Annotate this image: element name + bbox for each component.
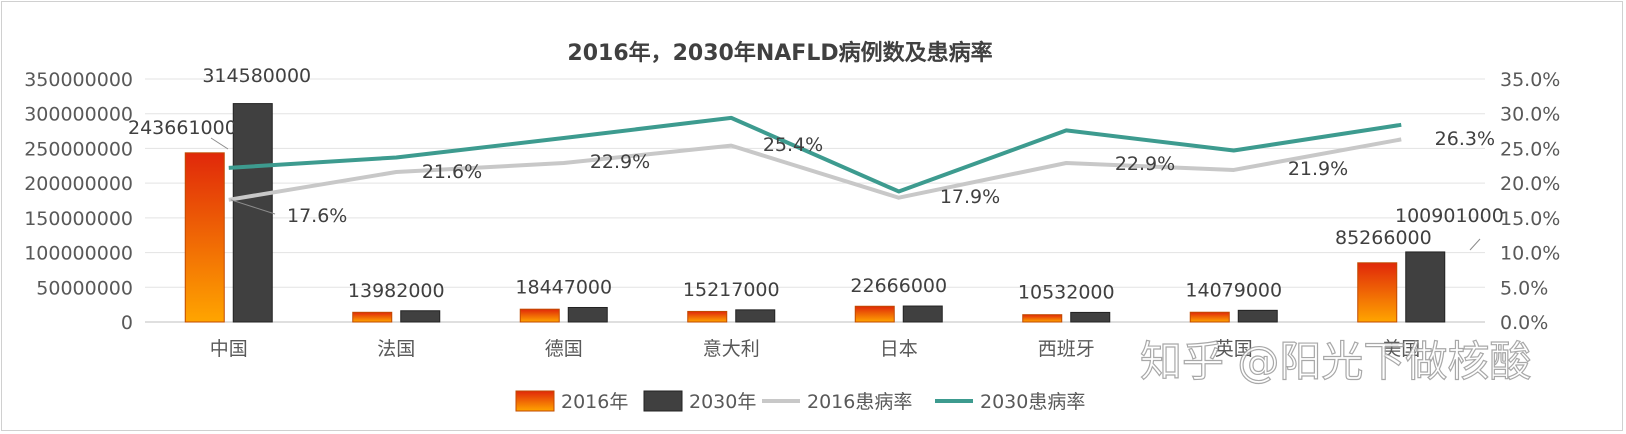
bar-2016	[352, 311, 393, 323]
leader-line	[210, 137, 229, 150]
bar-label-2016: 85266000	[1335, 227, 1432, 249]
line-label-2016-rate: 26.3%	[1435, 128, 1495, 150]
bar-label-2016: 13982000	[348, 280, 445, 302]
bar-2030	[1070, 311, 1111, 323]
right-tick-label: 5.0%	[1500, 277, 1548, 299]
data-labels: 243661000 314580000 13982000 18447000 152170…	[128, 65, 1504, 303]
bar-2030	[1405, 251, 1446, 323]
left-tick-label: 0	[121, 312, 133, 334]
line-label-2016-rate: 21.6%	[422, 161, 482, 183]
left-tick-label: 50000000	[36, 277, 133, 299]
bar-label-2030: 100901000	[1395, 205, 1504, 227]
legend-label: 2016年	[561, 391, 628, 413]
category-label: 德国	[545, 338, 583, 360]
bar-2016	[854, 305, 895, 323]
legend-swatch	[643, 390, 683, 412]
bar-2016	[1357, 262, 1398, 323]
right-tick-label: 35.0%	[1500, 69, 1560, 91]
right-tick-label: 30.0%	[1500, 104, 1560, 126]
legend-swatch	[515, 390, 555, 412]
gridlines	[145, 78, 1485, 323]
left-tick-label: 300000000	[24, 104, 133, 126]
leader-line	[230, 199, 276, 215]
bar-2016	[184, 152, 225, 323]
category-label: 美国	[1382, 338, 1420, 360]
bar-2030	[1237, 309, 1278, 323]
line-label-2016-rate: 22.9%	[1115, 153, 1175, 175]
left-tick-label: 350000000	[24, 69, 133, 91]
line-label-2016-rate: 21.9%	[1288, 158, 1348, 180]
bar-2016	[1189, 311, 1230, 323]
category-label: 法国	[377, 338, 415, 360]
bars	[184, 103, 1446, 323]
line-label-2016-rate: 17.6%	[287, 205, 347, 227]
right-tick-label: 10.0%	[1500, 243, 1560, 265]
line-2016-rate	[228, 137, 1402, 202]
bar-2030	[232, 103, 273, 323]
legend: 2016年 2030年 2016患病率 2030患病率	[515, 390, 1085, 413]
bar-2030	[567, 306, 608, 323]
lines	[228, 115, 1402, 202]
left-axis-ticks: 0 50000000 100000000 150000000 200000000 2500…	[24, 69, 133, 334]
bar-label-2016: 18447000	[515, 276, 612, 298]
bar-2016	[519, 308, 560, 323]
legend-label: 2030患病率	[980, 391, 1085, 413]
bar-2016	[687, 310, 728, 323]
left-tick-label: 100000000	[24, 243, 133, 265]
left-tick-label: 250000000	[24, 138, 133, 160]
x-axis-categories: 中国 法国 德国 意大利 日本 西班牙 英国 美国	[210, 338, 1421, 360]
bar-2030	[400, 310, 441, 323]
watermark: 知乎 @阳光下做核酸	[1140, 337, 1531, 386]
bar-2030	[902, 305, 943, 323]
right-tick-label: 25.0%	[1500, 138, 1560, 160]
line-label-2016-rate: 17.9%	[940, 186, 1000, 208]
category-label: 中国	[210, 338, 248, 360]
legend-label: 2016患病率	[807, 391, 912, 413]
chart-title: 2016年，2030年NAFLD病例数及患病率	[567, 40, 992, 66]
category-label: 英国	[1215, 338, 1253, 360]
line-label-2016-rate: 22.9%	[590, 151, 650, 173]
bar-label-2016: 22666000	[850, 275, 947, 297]
left-tick-label: 200000000	[24, 173, 133, 195]
left-tick-label: 150000000	[24, 208, 133, 230]
category-label: 日本	[880, 338, 918, 360]
category-label: 西班牙	[1038, 338, 1095, 360]
legend-label: 2030年	[689, 391, 756, 413]
bar-label-2016: 10532000	[1018, 281, 1115, 303]
bar-label-2016: 14079000	[1185, 279, 1282, 301]
line-2030-rate	[228, 115, 1402, 194]
bar-2016	[1022, 314, 1063, 323]
right-axis-ticks: 0.0% 5.0% 10.0% 15.0% 20.0% 25.0% 30.0% 35.0%	[1500, 69, 1560, 334]
bar-label-2016: 15217000	[683, 279, 780, 301]
right-tick-label: 0.0%	[1500, 312, 1548, 334]
category-label: 意大利	[703, 338, 760, 360]
line-label-2016-rate: 25.4%	[763, 134, 823, 156]
bar-label-2016: 243661000	[128, 117, 237, 139]
leader-line	[1469, 238, 1481, 251]
right-tick-label: 20.0%	[1500, 173, 1560, 195]
right-tick-label: 15.0%	[1500, 208, 1560, 230]
bar-2030	[735, 309, 776, 323]
bar-label-2030: 314580000	[202, 65, 311, 87]
